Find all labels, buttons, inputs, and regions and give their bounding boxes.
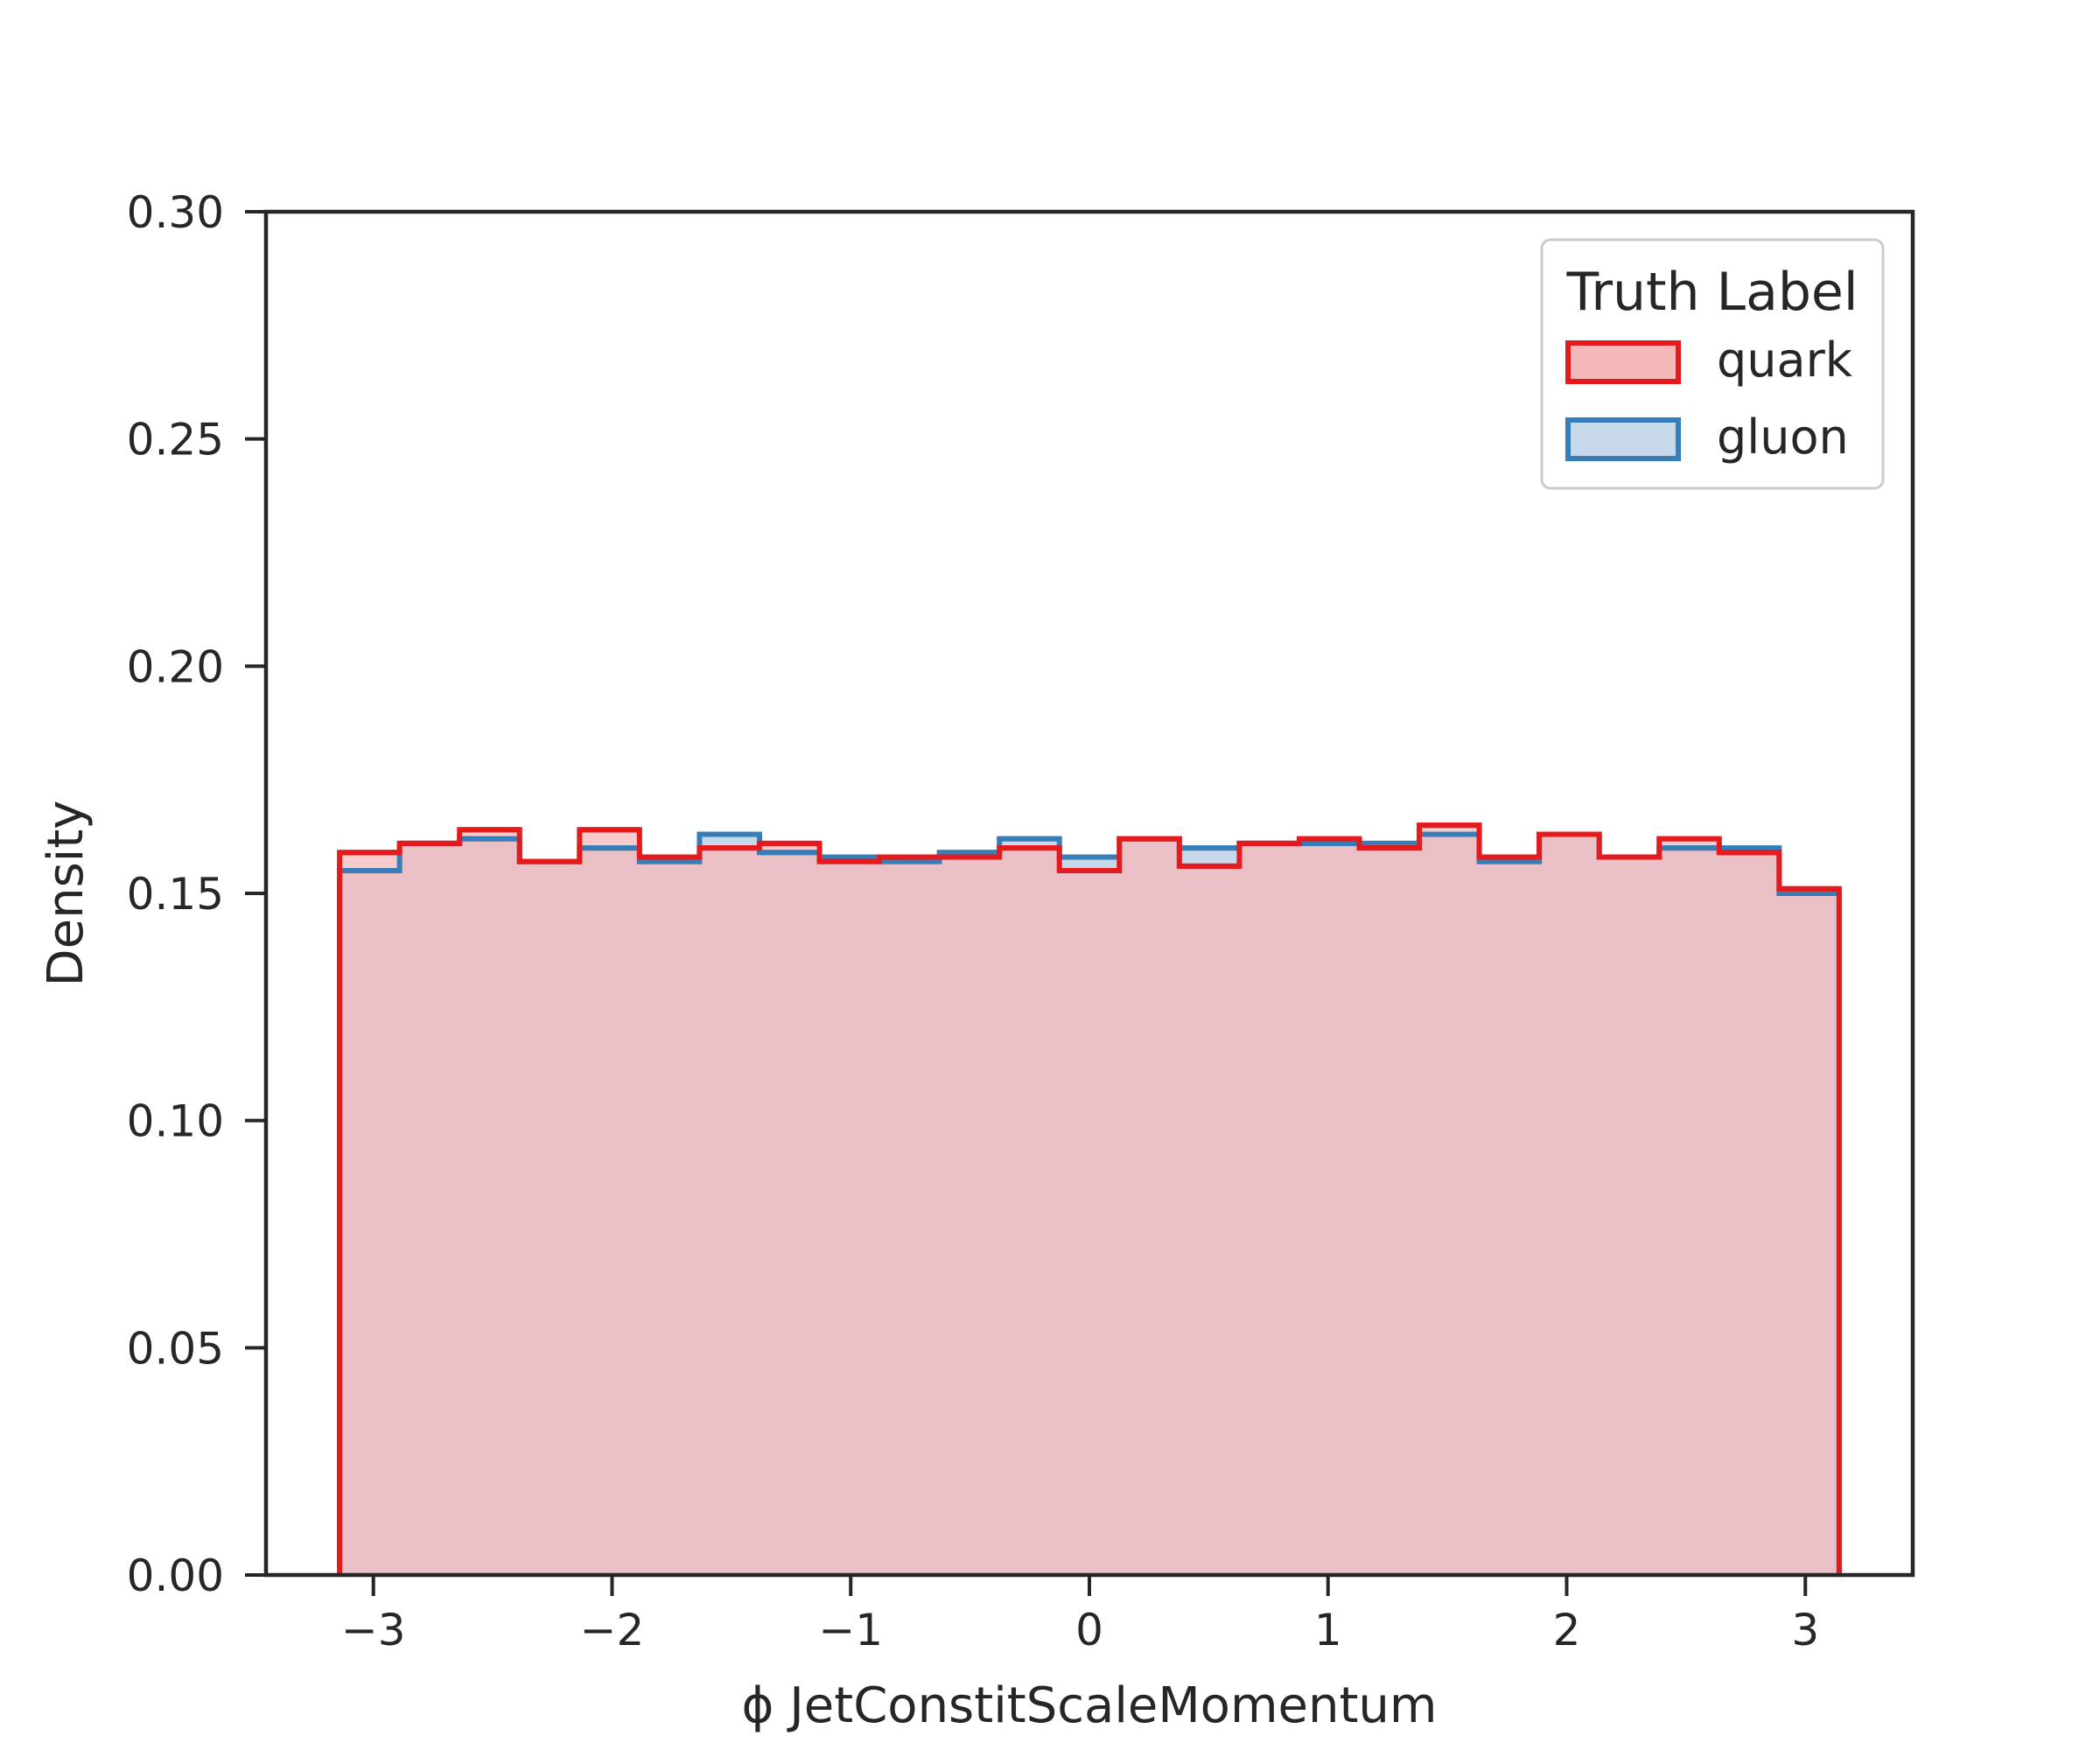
x-tick-label: 1 — [1314, 1605, 1342, 1656]
x-tick-label: 0 — [1075, 1605, 1103, 1656]
y-tick-label: 0.25 — [127, 415, 224, 466]
legend-title: Truth Label — [1565, 262, 1858, 323]
y-tick-label: 0.15 — [127, 869, 224, 920]
y-tick-label: 0.10 — [127, 1096, 224, 1147]
x-tick-label: −3 — [341, 1605, 406, 1656]
y-tick-label: 0.20 — [127, 641, 224, 692]
x-tick-label: −1 — [818, 1605, 883, 1656]
quark-legend-swatch — [1565, 340, 1681, 384]
legend-items: quark gluon — [1565, 332, 1853, 465]
y-axis-label: Density — [38, 801, 94, 987]
quark-legend-label: quark — [1717, 332, 1853, 388]
legend: Truth Label quark gluon — [1540, 238, 1885, 490]
quark-histogram-fill — [340, 825, 1839, 1575]
y-tick-label: 0.00 — [127, 1550, 224, 1601]
plot-layer — [337, 822, 1842, 1575]
x-axis-label: ϕ JetConstitScaleMomentum — [742, 1677, 1438, 1734]
quark-histogram-outline — [337, 822, 1842, 1575]
x-tick-label: 2 — [1553, 1605, 1581, 1656]
gluon-legend-label: gluon — [1717, 410, 1849, 465]
x-tick-label: 3 — [1791, 1605, 1819, 1656]
gluon-legend-swatch — [1565, 417, 1681, 461]
quark-series — [337, 822, 1842, 1575]
y-tick-label: 0.05 — [127, 1323, 224, 1374]
y-tick-label: 0.30 — [127, 187, 224, 238]
x-tick-label: −2 — [580, 1605, 645, 1656]
tick-layer: −3 −2 −1 0 1 2 3 0.00 0.05 0.10 0.15 0.20 0.25 0.30 — [127, 187, 1819, 1656]
